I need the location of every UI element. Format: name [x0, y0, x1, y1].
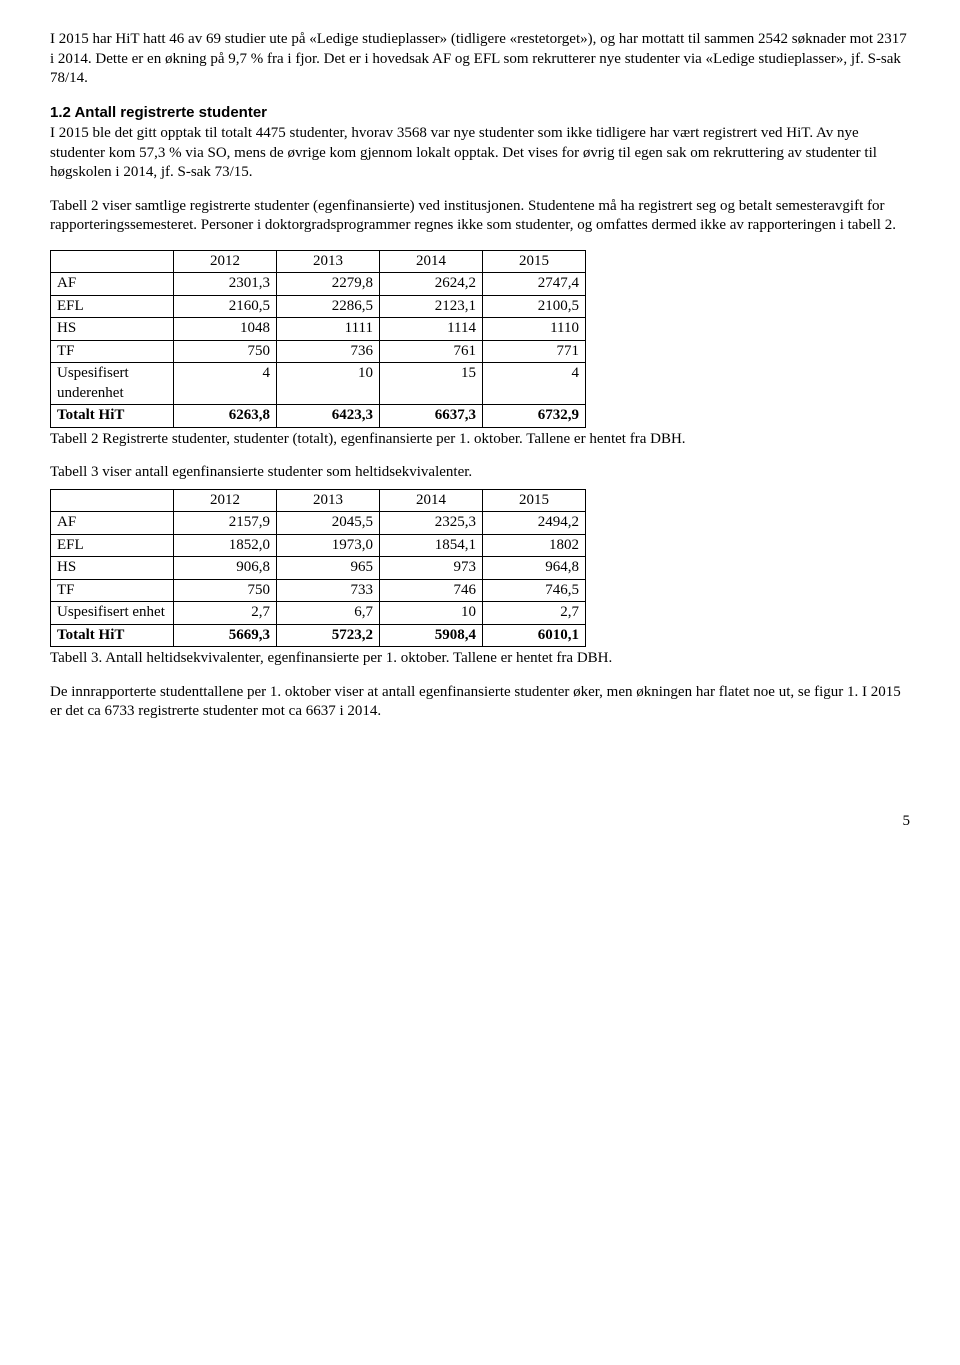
table-2-total-row: Totalt HiT6263,86423,36637,36732,9 [51, 405, 586, 428]
table-row: Uspesifisert enhet2,76,7102,7 [51, 602, 586, 625]
table-row: TF750733746746,5 [51, 579, 586, 602]
paragraph-1-2a: I 2015 ble det gitt opptak til totalt 44… [50, 124, 910, 183]
table-2-year-2012: 2012 [174, 250, 277, 273]
table-3-caption: Tabell 3. Antall heltidsekvivalenter, eg… [50, 649, 910, 669]
paragraph-1-2b: Tabell 2 viser samtlige registrerte stud… [50, 197, 910, 236]
intro-paragraph: I 2015 har HiT hatt 46 av 69 studier ute… [50, 30, 910, 89]
table-3-year-2013: 2013 [277, 489, 380, 512]
table-3-intro: Tabell 3 viser antall egenfinansierte st… [50, 463, 910, 483]
table-row: EFL1852,01973,01854,11802 [51, 534, 586, 557]
table-2-year-2015: 2015 [483, 250, 586, 273]
table-row: Uspesifisert underenhet410154 [51, 363, 586, 405]
table-row: AF2301,32279,82624,22747,4 [51, 273, 586, 296]
table-3: 2012 2013 2014 2015 AF2157,92045,52325,3… [50, 489, 586, 648]
table-row: EFL2160,52286,52123,12100,5 [51, 295, 586, 318]
page-number: 5 [50, 812, 910, 832]
table-row: TF750736761771 [51, 340, 586, 363]
table-2-year-2013: 2013 [277, 250, 380, 273]
table-3-year-2015: 2015 [483, 489, 586, 512]
table-2-caption: Tabell 2 Registrerte studenter, studente… [50, 430, 910, 450]
table-3-year-2012: 2012 [174, 489, 277, 512]
table-3-year-2014: 2014 [380, 489, 483, 512]
table-row: HS906,8965973964,8 [51, 557, 586, 580]
table-row: AF2157,92045,52325,32494,2 [51, 512, 586, 535]
table-2-corner [51, 250, 174, 273]
closing-paragraph: De innrapporterte studenttallene per 1. … [50, 683, 910, 722]
table-row: HS1048111111141110 [51, 318, 586, 341]
section-heading-1-2: 1.2 Antall registrerte studenter [50, 103, 910, 123]
table-3-corner [51, 489, 174, 512]
table-3-total-row: Totalt HiT5669,35723,25908,46010,1 [51, 624, 586, 647]
table-2-year-2014: 2014 [380, 250, 483, 273]
table-2: 2012 2013 2014 2015 AF2301,32279,82624,2… [50, 250, 586, 428]
